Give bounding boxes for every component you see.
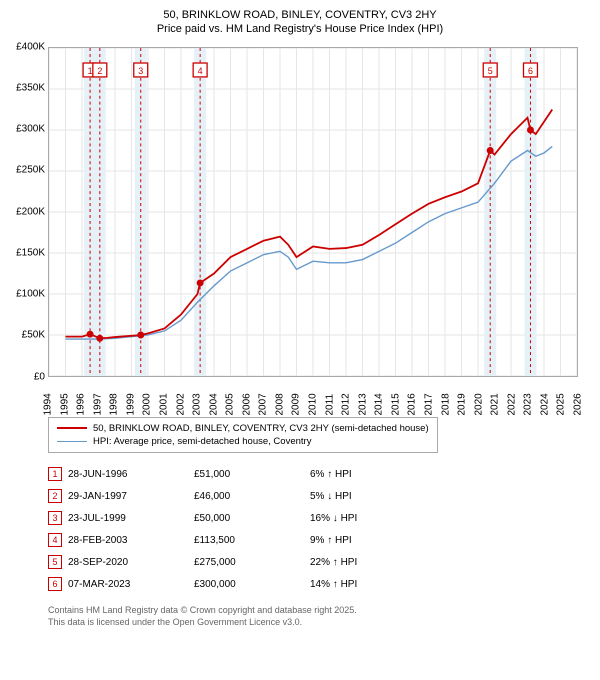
x-axis-label: 1997 [92, 387, 103, 415]
sale-pct: 14% ↑ HPI [310, 579, 420, 590]
x-axis-label: 2021 [490, 387, 501, 415]
legend-label-hpi: HPI: Average price, semi-detached house,… [93, 435, 311, 448]
y-axis-label: £200K [10, 206, 45, 217]
x-axis-label: 2024 [539, 387, 550, 415]
x-axis-label: 2016 [407, 387, 418, 415]
legend-line-price [57, 427, 87, 429]
attribution: Contains HM Land Registry data © Crown c… [48, 605, 590, 628]
table-row: 3 23-JUL-1999 £50,000 16% ↓ HPI [48, 507, 590, 529]
x-axis-label: 2012 [341, 387, 352, 415]
sale-price: £46,000 [194, 491, 304, 502]
x-axis-label: 2010 [308, 387, 319, 415]
svg-text:6: 6 [528, 66, 533, 76]
x-axis-label: 2022 [506, 387, 517, 415]
plot: 12 3 4 5 6 [48, 47, 578, 377]
y-axis-label: £0 [10, 371, 45, 382]
x-axis-label: 2018 [440, 387, 451, 415]
y-axis-label: £150K [10, 247, 45, 258]
sale-date: 28-SEP-2020 [68, 557, 188, 568]
table-row: 1 28-JUN-1996 £51,000 6% ↑ HPI [48, 463, 590, 485]
table-row: 6 07-MAR-2023 £300,000 14% ↑ HPI [48, 573, 590, 595]
sale-marker-box: 3 [48, 511, 62, 525]
y-axis-label: £300K [10, 124, 45, 135]
x-axis-label: 2003 [192, 387, 203, 415]
table-row: 5 28-SEP-2020 £275,000 22% ↑ HPI [48, 551, 590, 573]
sale-date: 28-JUN-1996 [68, 469, 188, 480]
x-axis-label: 2026 [573, 387, 584, 415]
sale-date: 28-FEB-2003 [68, 535, 188, 546]
x-axis-label: 2013 [357, 387, 368, 415]
legend-row-price: 50, BRINKLOW ROAD, BINLEY, COVENTRY, CV3… [57, 422, 429, 435]
svg-text:5: 5 [488, 66, 493, 76]
sale-price: £300,000 [194, 579, 304, 590]
x-axis-label: 1996 [76, 387, 87, 415]
sale-price: £275,000 [194, 557, 304, 568]
sale-marker-box: 2 [48, 489, 62, 503]
sales-table: 1 28-JUN-1996 £51,000 6% ↑ HPI 2 29-JAN-1997 £… [48, 463, 590, 595]
legend-line-hpi [57, 441, 87, 442]
sale-pct: 5% ↓ HPI [310, 491, 420, 502]
x-axis-label: 1998 [109, 387, 120, 415]
svg-text:2: 2 [97, 66, 102, 76]
x-axis-label: 2011 [324, 387, 335, 415]
legend-row-hpi: HPI: Average price, semi-detached house,… [57, 435, 429, 448]
sale-marker-box: 6 [48, 577, 62, 591]
sale-date: 29-JAN-1997 [68, 491, 188, 502]
x-axis-label: 2000 [142, 387, 153, 415]
x-axis-label: 2006 [241, 387, 252, 415]
title-line2: Price paid vs. HM Land Registry's House … [10, 22, 590, 36]
y-axis-label: £350K [10, 82, 45, 93]
sale-price: £50,000 [194, 513, 304, 524]
sale-date: 23-JUL-1999 [68, 513, 188, 524]
table-row: 2 29-JAN-1997 £46,000 5% ↓ HPI [48, 485, 590, 507]
x-axis-label: 2002 [175, 387, 186, 415]
x-axis-label: 2005 [225, 387, 236, 415]
svg-text:1: 1 [88, 66, 93, 76]
y-axis-label: £50K [10, 330, 45, 341]
sale-pct: 22% ↑ HPI [310, 557, 420, 568]
x-axis-label: 2001 [158, 387, 169, 415]
y-axis-label: £250K [10, 165, 45, 176]
sale-marker-box: 4 [48, 533, 62, 547]
x-axis-label: 2004 [208, 387, 219, 415]
x-axis-label: 1994 [43, 387, 54, 415]
sale-date: 07-MAR-2023 [68, 579, 188, 590]
sale-price: £113,500 [194, 535, 304, 546]
y-axis-label: £400K [10, 41, 45, 52]
sale-price: £51,000 [194, 469, 304, 480]
x-axis-label: 2019 [457, 387, 468, 415]
attribution-line2: This data is licensed under the Open Gov… [48, 617, 590, 629]
x-axis-label: 2014 [374, 387, 385, 415]
plot-svg: 12 3 4 5 6 [49, 48, 577, 376]
x-axis-label: 1999 [125, 387, 136, 415]
sale-pct: 6% ↑ HPI [310, 469, 420, 480]
legend: 50, BRINKLOW ROAD, BINLEY, COVENTRY, CV3… [48, 417, 438, 454]
x-axis-label: 2015 [390, 387, 401, 415]
table-row: 4 28-FEB-2003 £113,500 9% ↑ HPI [48, 529, 590, 551]
x-axis-label: 2009 [291, 387, 302, 415]
attribution-line1: Contains HM Land Registry data © Crown c… [48, 605, 590, 617]
title-block: 50, BRINKLOW ROAD, BINLEY, COVENTRY, CV3… [10, 8, 590, 37]
x-axis-label: 2008 [274, 387, 285, 415]
x-axis-label: 2020 [473, 387, 484, 415]
x-axis-label: 2025 [556, 387, 567, 415]
sale-marker-box: 5 [48, 555, 62, 569]
x-axis-label: 2017 [423, 387, 434, 415]
x-axis-label: 2023 [523, 387, 534, 415]
title-line1: 50, BRINKLOW ROAD, BINLEY, COVENTRY, CV3… [10, 8, 590, 22]
legend-label-price: 50, BRINKLOW ROAD, BINLEY, COVENTRY, CV3… [93, 422, 429, 435]
svg-text:3: 3 [138, 66, 143, 76]
sale-pct: 9% ↑ HPI [310, 535, 420, 546]
sale-pct: 16% ↓ HPI [310, 513, 420, 524]
root: 50, BRINKLOW ROAD, BINLEY, COVENTRY, CV3… [0, 0, 600, 680]
chart-area: 12 3 4 5 6 £0 £50K £100K £150K £200K £250K £300K £3… [10, 41, 590, 411]
x-axis-label: 1995 [59, 387, 70, 415]
sale-marker-box: 1 [48, 467, 62, 481]
x-axis-label: 2007 [258, 387, 269, 415]
y-axis-label: £100K [10, 289, 45, 300]
svg-text:4: 4 [198, 66, 203, 76]
